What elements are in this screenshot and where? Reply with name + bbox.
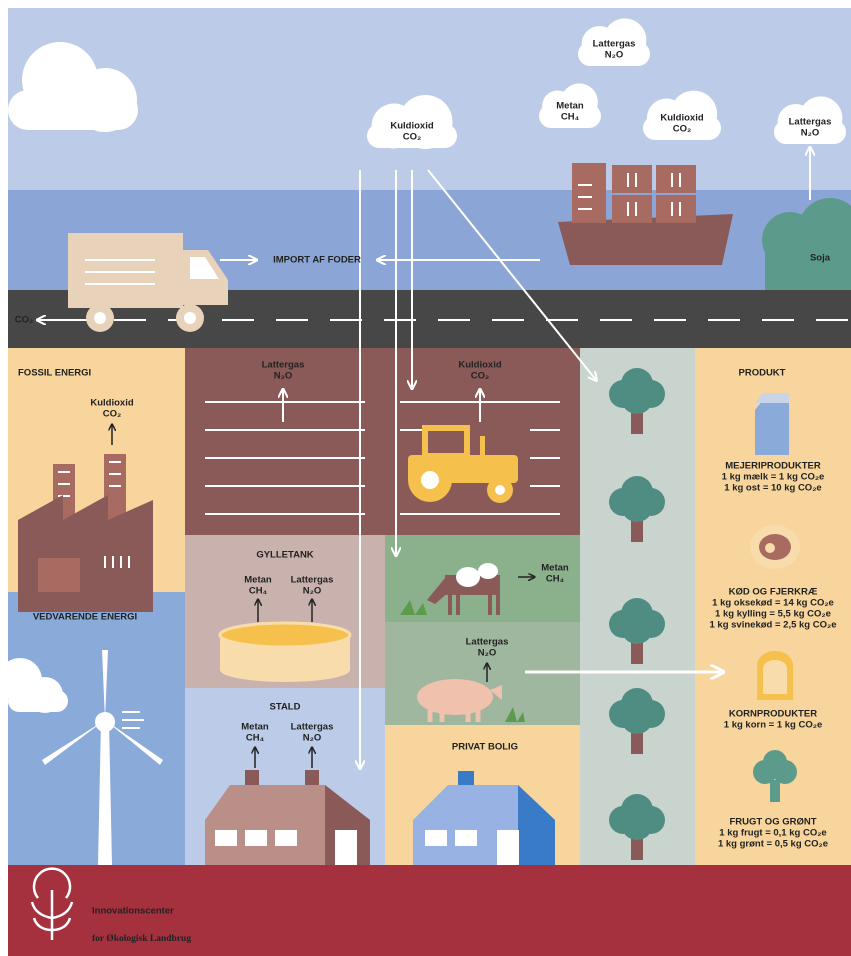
emission-label-formula: N₂O: [274, 371, 292, 382]
shape-rect: [8, 90, 138, 130]
footer-subtitle: for Økologisk Landbrug: [92, 934, 191, 944]
shape-rect: [335, 830, 357, 865]
shape-rect: [612, 165, 652, 193]
import-label: IMPORT AF FODER: [273, 255, 361, 266]
panel-title: FOSSIL ENERGI: [18, 368, 91, 379]
emission-label: Lattergas: [291, 722, 334, 733]
shape-rect: [185, 348, 580, 535]
emission-label: Kuldioxid: [90, 398, 133, 409]
shape-rect: [497, 830, 519, 865]
shape-ellipse: [456, 567, 480, 587]
shape-rect: [8, 592, 185, 865]
panel-title: VEDVARENDE ENERGI: [33, 612, 137, 623]
shape-path: [755, 400, 789, 455]
emission-label: Metan: [244, 575, 272, 586]
shape-rect: [656, 165, 696, 193]
product-line: 1 kg mælk = 1 kg CO₂e: [722, 472, 825, 483]
cloud-label-formula: CH₄: [561, 112, 580, 123]
cloud-label: Metan: [556, 101, 584, 112]
emission-label-formula: CH₄: [546, 574, 565, 585]
shape-path: [18, 495, 153, 612]
cloud-label: Kuldioxid: [390, 121, 433, 132]
shape-circle: [184, 312, 196, 324]
product-line: 1 kg ost = 10 kg CO₂e: [724, 483, 821, 494]
cloud-label: Lattergas: [789, 117, 832, 128]
shape-rect: [455, 830, 477, 846]
tree-crown: [621, 382, 653, 414]
emission-label: Metan: [541, 563, 569, 574]
panel-title: GYLLETANK: [256, 550, 313, 561]
emission-label-formula: CH₄: [249, 586, 268, 597]
product-line: 1 kg kylling = 5,5 kg CO₂e: [715, 609, 831, 620]
cloud-label-formula: CO₂: [673, 124, 691, 135]
tree-crown: [621, 808, 653, 840]
shape-ellipse: [759, 534, 791, 560]
shape-circle: [421, 471, 439, 489]
emission-label-formula: CO₂: [103, 409, 121, 420]
shape-circle: [95, 712, 115, 732]
shape-rect: [425, 830, 447, 846]
tree-crown: [621, 702, 653, 734]
cloud-label: Lattergas: [593, 39, 636, 50]
panel-title: STALD: [270, 702, 301, 713]
tree-crown: [621, 490, 653, 522]
shape-rect: [480, 436, 485, 456]
shape-rect: [612, 195, 652, 223]
footer-name: Innovationscenter: [92, 906, 174, 917]
panel-title: PRODUKT: [739, 368, 786, 379]
emission-label: Lattergas: [466, 637, 509, 648]
emission-label-formula: CH₄: [246, 733, 265, 744]
cloud-label-formula: N₂O: [801, 128, 819, 139]
slurry-tank: [220, 623, 350, 682]
shape-circle: [763, 750, 787, 774]
emission-label-formula: N₂O: [303, 586, 321, 597]
shape-circle: [495, 485, 505, 495]
emission-label: Metan: [241, 722, 269, 733]
cloud-label-formula: CO₂: [403, 132, 421, 143]
emission-label: Lattergas: [262, 360, 305, 371]
shape-rect: [572, 163, 606, 223]
shape-path: [763, 660, 787, 694]
shape-ellipse: [220, 658, 350, 682]
shape-rect: [656, 195, 696, 223]
product-line: 1 kg korn = 1 kg CO₂e: [724, 720, 822, 731]
panel-title: PRIVAT BOLIG: [452, 742, 518, 753]
road-emission: CO₂: [15, 315, 33, 326]
shape-rect: [765, 240, 851, 290]
emission-label: Lattergas: [291, 575, 334, 586]
product-name: MEJERIPRODUKTER: [725, 461, 821, 472]
product-line: 1 kg oksekød = 14 kg CO₂e: [712, 598, 834, 609]
shape-ellipse: [478, 563, 498, 579]
shape-rect: [245, 830, 267, 846]
shape-circle: [94, 312, 106, 324]
shape-rect: [68, 233, 183, 308]
shape-rect: [458, 771, 474, 787]
emission-label: Kuldioxid: [458, 360, 501, 371]
shape-rect: [770, 780, 780, 802]
tree-crown: [621, 612, 653, 644]
product-name: FRUGT OG GRØNT: [729, 817, 816, 828]
emission-label-formula: N₂O: [478, 648, 496, 659]
product-line: 1 kg svinekød = 2,5 kg CO₂e: [710, 620, 837, 631]
product-line: 1 kg frugt = 0,1 kg CO₂e: [719, 828, 826, 839]
shape-ellipse: [417, 679, 493, 715]
shape-rect: [8, 690, 68, 712]
shape-circle: [765, 543, 775, 553]
soja-label: Soja: [810, 253, 831, 264]
infographic: LattergasN₂OMetanCH₄KuldioxidCO₂Kuldioxi…: [0, 0, 851, 956]
cloud-label: Kuldioxid: [660, 113, 703, 124]
emission-label-formula: N₂O: [303, 733, 321, 744]
product-name: KØD OG FJERKRÆ: [729, 587, 818, 598]
product-line: 1 kg grønt = 0,5 kg CO₂e: [718, 839, 828, 850]
shape-ellipse: [220, 623, 350, 647]
product-name: KORNPRODUKTER: [729, 709, 817, 720]
cloud-label-formula: N₂O: [605, 50, 623, 61]
emission-label-formula: CO₂: [471, 371, 489, 382]
shape-rect: [38, 558, 80, 592]
shape-rect: [275, 830, 297, 846]
shape-rect: [215, 830, 237, 846]
